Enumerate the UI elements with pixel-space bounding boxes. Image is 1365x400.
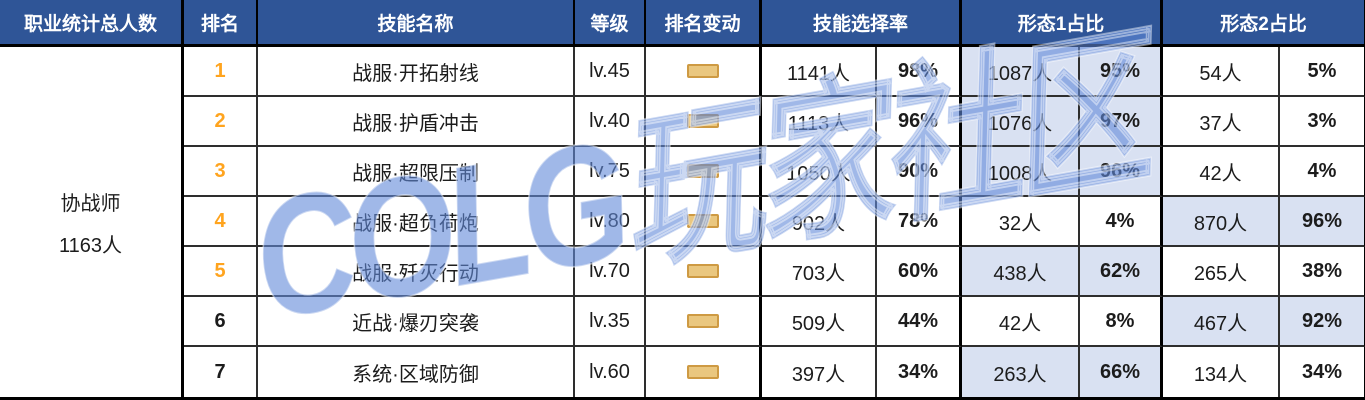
level-cell: lv.35 (575, 297, 646, 347)
form2-pct-cell: 96% (1280, 197, 1365, 247)
header-class-total: 职业统计总人数 (0, 0, 184, 47)
pick-pct-cell: 60% (877, 247, 962, 297)
form1-count-cell: 263人 (962, 347, 1080, 397)
form2-count-cell: 467人 (1163, 297, 1280, 347)
pick-pct-cell: 98% (877, 47, 962, 97)
rank-cell: 6 (184, 297, 258, 347)
header-form1-share: 形态1占比 (962, 0, 1163, 47)
header-rank-change: 排名变动 (646, 0, 762, 47)
rank-cell: 5 (184, 247, 258, 297)
header-form2-share: 形态2占比 (1163, 0, 1365, 47)
rank-change-flat-icon (686, 164, 719, 178)
rank-change-flat-icon (686, 365, 719, 379)
level-cell: lv.80 (575, 197, 646, 247)
header-level: 等级 (575, 0, 646, 47)
level-cell: lv.75 (575, 147, 646, 197)
form1-count-cell: 1076人 (962, 97, 1080, 147)
skill-name-cell: 系统·区域防御 (258, 347, 575, 397)
form1-count-cell: 1008人 (962, 147, 1080, 197)
pick-pct-cell: 44% (877, 297, 962, 347)
rank-cell: 4 (184, 197, 258, 247)
form1-pct-cell: 4% (1080, 197, 1163, 247)
form2-pct-cell: 5% (1280, 47, 1365, 97)
pick-pct-cell: 78% (877, 197, 962, 247)
pick-count-cell: 1141人 (762, 47, 877, 97)
rank-change-cell (646, 47, 762, 97)
rank-change-cell (646, 147, 762, 197)
pick-pct-cell: 34% (877, 347, 962, 397)
pick-count-cell: 509人 (762, 297, 877, 347)
form2-pct-cell: 34% (1280, 347, 1365, 397)
form1-pct-cell: 8% (1080, 297, 1163, 347)
form2-pct-cell: 92% (1280, 297, 1365, 347)
form2-count-cell: 54人 (1163, 47, 1280, 97)
level-cell: lv.70 (575, 247, 646, 297)
pick-count-cell: 1050人 (762, 147, 877, 197)
skill-name-cell: 战服·开拓射线 (258, 47, 575, 97)
rank-change-flat-icon (686, 64, 719, 78)
form1-pct-cell: 66% (1080, 347, 1163, 397)
form2-pct-cell: 38% (1280, 247, 1365, 297)
header-pick-rate: 技能选择率 (762, 0, 962, 47)
skill-name-cell: 战服·歼灭行动 (258, 247, 575, 297)
form1-pct-cell: 95% (1080, 47, 1163, 97)
class-total-count: 1163人 (58, 234, 122, 257)
skill-name-cell: 战服·超负荷炮 (258, 197, 575, 247)
rank-change-cell (646, 247, 762, 297)
pick-count-cell: 703人 (762, 247, 877, 297)
header-rank: 排名 (184, 0, 258, 47)
form2-count-cell: 870人 (1163, 197, 1280, 247)
rank-cell: 3 (184, 147, 258, 197)
form2-pct-cell: 3% (1280, 97, 1365, 147)
rank-change-flat-icon (686, 214, 719, 228)
skill-name-cell: 近战·爆刃突袭 (258, 297, 575, 347)
rank-cell: 2 (184, 97, 258, 147)
class-name: 协战师 (60, 192, 121, 215)
rank-change-cell (646, 297, 762, 347)
form1-count-cell: 1087人 (962, 47, 1080, 97)
level-cell: lv.40 (575, 97, 646, 147)
form1-count-cell: 32人 (962, 197, 1080, 247)
form1-count-cell: 438人 (962, 247, 1080, 297)
form1-count-cell: 42人 (962, 297, 1080, 347)
level-cell: lv.60 (575, 347, 646, 397)
header-skill-name: 技能名称 (258, 0, 575, 47)
form2-count-cell: 37人 (1163, 97, 1280, 147)
pick-count-cell: 902人 (762, 197, 877, 247)
rank-change-flat-icon (686, 314, 719, 328)
skill-name-cell: 战服·超限压制 (258, 147, 575, 197)
rank-change-cell (646, 97, 762, 147)
rank-change-flat-icon (686, 114, 719, 128)
form2-count-cell: 265人 (1163, 247, 1280, 297)
rank-change-cell (646, 347, 762, 397)
rank-cell: 1 (184, 47, 258, 97)
skill-name-cell: 战服·护盾冲击 (258, 97, 575, 147)
pick-pct-cell: 96% (877, 97, 962, 147)
form2-pct-cell: 4% (1280, 147, 1365, 197)
level-cell: lv.45 (575, 47, 646, 97)
form1-pct-cell: 62% (1080, 247, 1163, 297)
rank-change-flat-icon (686, 264, 719, 278)
pick-pct-cell: 90% (877, 147, 962, 197)
form1-pct-cell: 96% (1080, 147, 1163, 197)
rank-change-cell (646, 197, 762, 247)
pick-count-cell: 1113人 (762, 97, 877, 147)
form2-count-cell: 42人 (1163, 147, 1280, 197)
form2-count-cell: 134人 (1163, 347, 1280, 397)
pick-count-cell: 397人 (762, 347, 877, 397)
form1-pct-cell: 97% (1080, 97, 1163, 147)
class-summary-cell: 协战师 1163人 (0, 47, 184, 397)
rank-cell: 7 (184, 347, 258, 397)
